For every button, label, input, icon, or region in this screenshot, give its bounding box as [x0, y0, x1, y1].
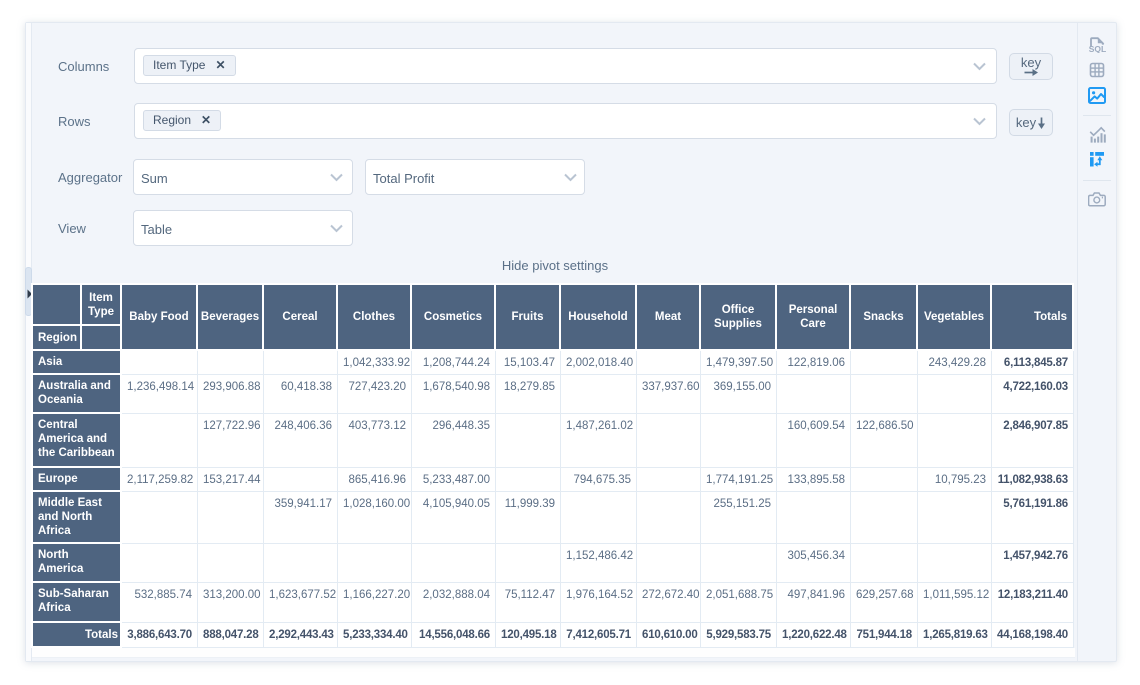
svg-text:SQL: SQL	[1088, 44, 1105, 53]
